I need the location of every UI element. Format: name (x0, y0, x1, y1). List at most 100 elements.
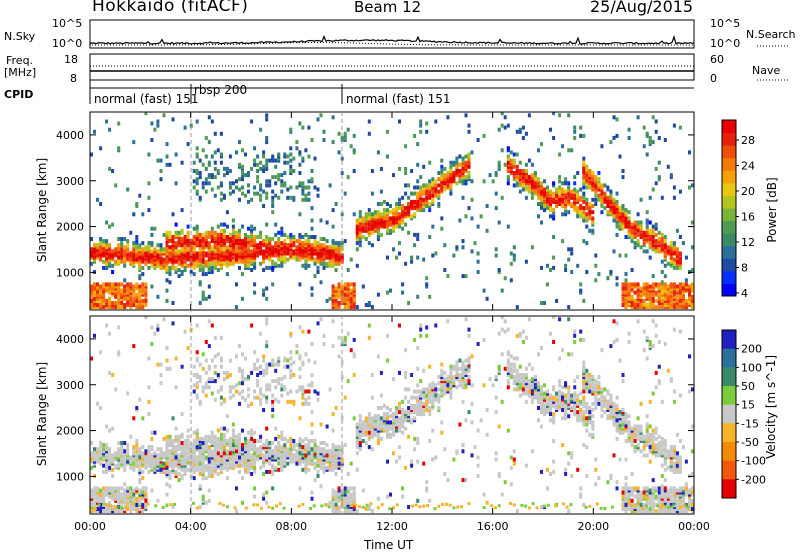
power-cell (198, 195, 202, 200)
power-cell (585, 169, 589, 173)
velocity-cell (449, 389, 453, 394)
power-cell (343, 301, 347, 305)
power-cell (645, 235, 649, 239)
velocity-cell (262, 354, 266, 359)
velocity-cell (165, 441, 169, 445)
velocity-cell (358, 432, 362, 437)
power-cell (660, 298, 664, 303)
power-cell (120, 255, 124, 260)
power-cell (549, 195, 552, 200)
power-cell (537, 177, 540, 182)
power-cell (419, 202, 423, 206)
power-cell (213, 249, 217, 254)
power-cell (262, 239, 266, 244)
power-cell (325, 249, 329, 254)
power-cell (319, 255, 323, 260)
power-cell (174, 255, 178, 260)
velocity-cell (90, 488, 93, 493)
velocity-cell (422, 393, 426, 398)
velocity-cell (268, 453, 272, 458)
power-cell (174, 152, 178, 157)
power-cell (129, 259, 133, 264)
power-cell (198, 245, 202, 250)
power-cell (443, 173, 447, 178)
velocity-cell (171, 505, 175, 509)
velocity-cell (183, 439, 187, 443)
power-cell (90, 301, 93, 305)
power-cell (316, 245, 320, 250)
velocity-cell (310, 459, 314, 464)
velocity-cell (111, 453, 115, 458)
velocity-cell (337, 492, 341, 497)
velocity-cell (244, 397, 247, 402)
power-cell (645, 226, 649, 231)
power-cell (238, 187, 241, 192)
power-cell (440, 179, 444, 184)
power-cell (346, 290, 350, 295)
power-cell (648, 245, 652, 250)
power-cell (398, 202, 401, 206)
velocity-cell (150, 453, 154, 458)
power-cell (364, 237, 368, 241)
velocity-cell (225, 370, 229, 375)
power-cell (364, 226, 368, 231)
power-cell (213, 160, 217, 165)
velocity-cell (274, 426, 278, 431)
velocity-cell (425, 393, 429, 398)
power-cell (509, 166, 513, 171)
power-cell (621, 296, 625, 301)
velocity-cell (105, 323, 109, 328)
power-cell (552, 216, 556, 221)
power-cell (225, 272, 229, 277)
velocity-cell (225, 465, 229, 470)
power-cell (204, 181, 208, 186)
velocity-cell (289, 356, 293, 361)
power-cell (96, 305, 99, 310)
velocity-cell (437, 406, 441, 410)
power-cell (573, 129, 577, 134)
velocity-cell (367, 432, 371, 437)
power-cell (546, 189, 549, 194)
power-cell (289, 245, 293, 250)
velocity-cell (195, 445, 199, 450)
velocity-cell (102, 449, 106, 454)
velocity-cell (204, 385, 208, 390)
power-cell (437, 189, 441, 194)
power-cell (654, 282, 658, 287)
velocity-cell (117, 459, 121, 464)
velocity-cell (168, 476, 172, 481)
velocity-cell (90, 498, 93, 503)
velocity-cell (337, 461, 341, 466)
velocity-cell (401, 414, 405, 419)
power-cell (624, 305, 628, 310)
power-cell (244, 241, 247, 246)
power-cell (165, 278, 169, 283)
power-cell (527, 175, 531, 180)
power-cell (688, 301, 691, 305)
power-cell (108, 127, 112, 132)
velocity-cell (389, 492, 392, 497)
power-cell (666, 245, 670, 250)
power-cell (669, 294, 673, 299)
velocity-cell (419, 397, 423, 402)
velocity-cell (346, 505, 350, 509)
power-cell (198, 259, 202, 264)
power-cell (440, 226, 444, 231)
power-cell (500, 123, 504, 128)
velocity-cell (289, 449, 293, 454)
power-cell (174, 243, 178, 248)
power-cell (512, 183, 516, 188)
power-cell (198, 235, 202, 239)
power-cell (274, 243, 278, 248)
power-cell (582, 210, 586, 215)
velocity-cell (452, 366, 456, 371)
velocity-cell (358, 436, 362, 441)
power-cell (443, 185, 447, 190)
power-cell (126, 239, 130, 244)
velocity-cell (376, 416, 380, 421)
velocity-cell (407, 414, 411, 419)
power-cell (518, 181, 522, 186)
velocity-cell (132, 507, 136, 511)
power-cell (204, 166, 208, 171)
power-cell (247, 245, 250, 250)
